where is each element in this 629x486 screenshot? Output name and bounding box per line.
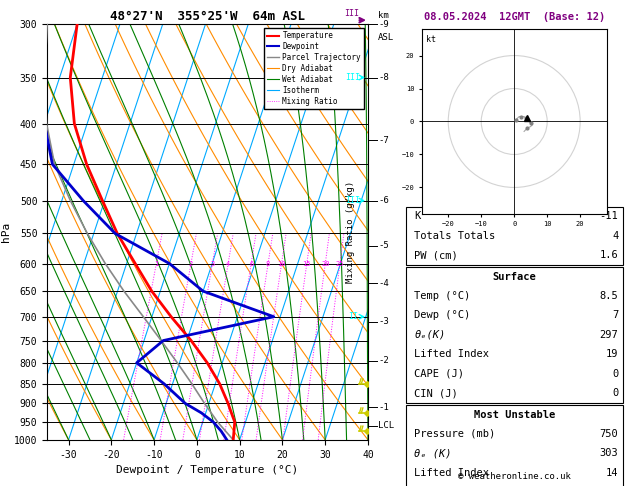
Text: 15: 15 [303,260,311,266]
Text: ASL: ASL [379,33,394,42]
Text: -4: -4 [379,278,389,288]
Y-axis label: hPa: hPa [1,222,11,242]
Text: -1: -1 [379,403,389,412]
Text: Lifted Index: Lifted Index [415,468,489,478]
Text: Totals Totals: Totals Totals [415,231,496,241]
Text: LCL: LCL [379,421,394,430]
Text: 19: 19 [606,349,618,359]
Text: Pressure (mb): Pressure (mb) [415,429,496,439]
Text: 303: 303 [599,449,618,458]
Text: II: II [348,312,358,321]
Title: 48°27'N  355°25'W  64m ASL: 48°27'N 355°25'W 64m ASL [110,10,305,23]
Text: Mixing Ratio (g/kg): Mixing Ratio (g/kg) [346,181,355,283]
Legend: Temperature, Dewpoint, Parcel Trajectory, Dry Adiabat, Wet Adiabat, Isotherm, Mi: Temperature, Dewpoint, Parcel Trajectory… [264,28,364,109]
Bar [406,207,623,265]
Text: Lifted Index: Lifted Index [415,349,489,359]
Text: Surface: Surface [493,272,536,281]
Text: -9: -9 [379,20,389,29]
Text: Temp (°C): Temp (°C) [415,291,470,301]
Bar [406,267,623,403]
Text: 0: 0 [612,369,618,379]
Text: Dewp (°C): Dewp (°C) [415,311,470,320]
Text: -2: -2 [379,356,389,365]
Text: CAPE (J): CAPE (J) [415,369,464,379]
Text: 10: 10 [277,260,286,266]
Text: 7: 7 [612,311,618,320]
Text: 8: 8 [266,260,270,266]
Text: PW (cm): PW (cm) [415,250,458,260]
Text: -6: -6 [379,196,389,205]
Bar [406,405,623,486]
Text: III: III [345,196,360,205]
Text: 20: 20 [321,260,330,266]
Text: 8.5: 8.5 [599,291,618,301]
Text: -8: -8 [379,73,389,82]
Text: 297: 297 [599,330,618,340]
Text: 08.05.2024  12GMT  (Base: 12): 08.05.2024 12GMT (Base: 12) [423,12,605,22]
Text: -7: -7 [379,136,389,145]
Text: 4: 4 [612,231,618,241]
Text: 1: 1 [154,260,159,266]
Text: -5: -5 [379,242,389,250]
Text: III: III [345,9,359,18]
Text: θₑ (K): θₑ (K) [415,449,452,458]
Text: K: K [415,211,421,221]
Text: 750: 750 [599,429,618,439]
Text: 4: 4 [226,260,230,266]
Text: -11: -11 [599,211,618,221]
Text: km: km [379,11,389,20]
Text: 0: 0 [612,388,618,398]
Text: 6: 6 [249,260,253,266]
Text: 14: 14 [606,468,618,478]
X-axis label: Dewpoint / Temperature (°C): Dewpoint / Temperature (°C) [116,465,299,475]
Text: 1.6: 1.6 [599,250,618,260]
Text: 25: 25 [336,260,344,266]
Text: © weatheronline.co.uk: © weatheronline.co.uk [458,472,571,481]
Text: CIN (J): CIN (J) [415,388,458,398]
Text: -3: -3 [379,317,389,326]
Text: 3: 3 [210,260,214,266]
Text: kt: kt [426,35,435,44]
Text: θₑ(K): θₑ(K) [415,330,445,340]
Text: III: III [345,73,360,82]
Text: 2: 2 [189,260,193,266]
Text: Most Unstable: Most Unstable [474,410,555,419]
